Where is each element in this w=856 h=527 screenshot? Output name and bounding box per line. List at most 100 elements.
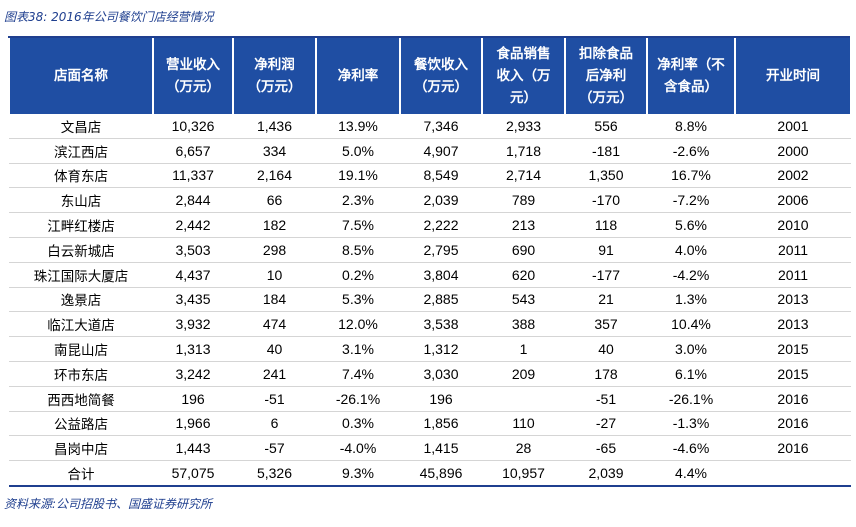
table-cell: 8.8%	[647, 114, 735, 139]
table-cell: 182	[233, 212, 316, 238]
table-cell: 1.3%	[647, 287, 735, 313]
table-row: 昌岗中店 1,443 -57 -4.0% 1,415 28 -65 -4.6% 2016	[9, 435, 851, 462]
total-row: 合计 57,075 5,326 9.3% 45,896 10,957 2,039 4.4%	[9, 460, 851, 487]
table-cell: 2,164	[233, 163, 316, 189]
table-cell: 1,443	[153, 435, 233, 462]
column-header: 净利率（不 含食品）	[646, 38, 736, 114]
table-cell: 1,856	[400, 411, 482, 437]
table-row: 环市东店 3,242 241 7.4% 3,030 209 178 6.1% 2015	[9, 361, 851, 387]
store-name-cell: 南昆山店	[9, 336, 153, 362]
table-cell: 13.9%	[316, 114, 400, 139]
table-cell: 4.4%	[647, 460, 735, 487]
table-cell: 8,549	[400, 163, 482, 189]
figure-caption: 图表38: 2016年公司餐饮门店经营情况	[4, 10, 214, 24]
table-cell: 7.5%	[316, 212, 400, 238]
table-cell: 556	[565, 114, 647, 139]
table-cell: 388	[482, 311, 565, 338]
table-row: 西西地简餐 196 -51 -26.1% 196 -51 -26.1% 2016	[9, 386, 851, 412]
table-cell: 1,415	[400, 435, 482, 462]
table-cell: 0.3%	[316, 411, 400, 437]
table-cell: 196	[153, 386, 233, 412]
table-cell: 298	[233, 237, 316, 263]
table-cell: 2,222	[400, 212, 482, 238]
column-header: 净利率	[315, 38, 401, 114]
table-cell: 110	[482, 411, 565, 437]
table-cell: 91	[565, 237, 647, 263]
table-cell: -177	[565, 262, 647, 288]
table-cell: 3,804	[400, 262, 482, 288]
table-cell: 1,313	[153, 336, 233, 362]
table-cell: 3,242	[153, 361, 233, 387]
table-cell: 3,932	[153, 311, 233, 338]
table-cell: 6,657	[153, 138, 233, 164]
table-cell: 2013	[735, 311, 851, 338]
table-cell: -65	[565, 435, 647, 462]
table-cell: 57,075	[153, 460, 233, 487]
table-cell: 2,795	[400, 237, 482, 263]
table-row: 公益路店 1,966 6 0.3% 1,856 110 -27 -1.3% 2016	[9, 411, 851, 437]
table-cell: 21	[565, 287, 647, 313]
table-cell: -51	[233, 386, 316, 412]
table-cell: 6	[233, 411, 316, 437]
table-cell: 2015	[735, 361, 851, 387]
table-cell: 2006	[735, 187, 851, 214]
store-operations-table: 店面名称 营业收入 （万元） 净利润 （万元） 净利率 餐饮收入 （万元） 食品销售 收入…	[8, 38, 852, 487]
table-cell: 5.6%	[647, 212, 735, 238]
table-cell: 10	[233, 262, 316, 288]
store-name-cell: 合计	[9, 460, 153, 487]
table-cell: 789	[482, 187, 565, 214]
store-name-cell: 临江大道店	[9, 311, 153, 338]
table-cell: 2013	[735, 287, 851, 313]
table-cell: 2010	[735, 212, 851, 238]
table-cell: 1,312	[400, 336, 482, 362]
store-name-cell: 公益路店	[9, 411, 153, 437]
table-cell: 1,966	[153, 411, 233, 437]
table-row: 南昆山店 1,313 40 3.1% 1,312 1 40 3.0% 2015	[9, 336, 851, 362]
table-cell: 209	[482, 361, 565, 387]
store-name-cell: 珠江国际大厦店	[9, 262, 153, 288]
table-cell: 474	[233, 311, 316, 338]
table-row: 白云新城店 3,503 298 8.5% 2,795 690 91 4.0% 2011	[9, 237, 851, 263]
store-name-cell: 滨江西店	[9, 138, 153, 164]
table-cell: -27	[565, 411, 647, 437]
store-name-cell: 白云新城店	[9, 237, 153, 263]
table-cell: 7,346	[400, 114, 482, 139]
table-row: 文昌店 10,326 1,436 13.9% 7,346 2,933 556 8.8% 2001	[9, 114, 851, 139]
table-cell: -4.2%	[647, 262, 735, 288]
table-cell: 241	[233, 361, 316, 387]
table-cell: 16.7%	[647, 163, 735, 189]
table-cell: 620	[482, 262, 565, 288]
store-name-cell: 逸景店	[9, 287, 153, 313]
table-cell: 10.4%	[647, 311, 735, 338]
table-cell: -7.2%	[647, 187, 735, 214]
table-cell	[482, 386, 565, 412]
table-cell: 3,538	[400, 311, 482, 338]
table-cell: -26.1%	[316, 386, 400, 412]
table-cell: -1.3%	[647, 411, 735, 437]
table-cell: 4,437	[153, 262, 233, 288]
table-cell: 2001	[735, 114, 851, 139]
table-cell: 2016	[735, 435, 851, 462]
table-cell: -26.1%	[647, 386, 735, 412]
table-header: 店面名称 营业收入 （万元） 净利润 （万元） 净利率 餐饮收入 （万元） 食品销售 收入…	[8, 38, 852, 114]
store-name-cell: 江畔红楼店	[9, 212, 153, 238]
column-header: 开业时间	[734, 38, 852, 114]
column-header: 净利润 （万元）	[232, 38, 317, 114]
column-header: 餐饮收入 （万元）	[399, 38, 483, 114]
table-cell: 9.3%	[316, 460, 400, 487]
source-note: 资料来源:公司招股书、国盛证券研究所	[4, 497, 213, 511]
column-header: 扣除食品 后净利 （万元）	[564, 38, 648, 114]
table-cell: -51	[565, 386, 647, 412]
table-cell: 28	[482, 435, 565, 462]
table-cell: 6.1%	[647, 361, 735, 387]
table-row: 滨江西店 6,657 334 5.0% 4,907 1,718 -181 -2.6% 2000	[9, 138, 851, 164]
table-cell: 40	[233, 336, 316, 362]
table-cell: 11,337	[153, 163, 233, 189]
table-body: 文昌店 10,326 1,436 13.9% 7,346 2,933 556 8.8% 2001…	[9, 114, 851, 487]
column-header: 营业收入 （万元）	[152, 38, 234, 114]
table-row: 临江大道店 3,932 474 12.0% 3,538 388 357 10.4% 2013	[9, 311, 851, 338]
table-cell: 196	[400, 386, 482, 412]
table-cell: 12.0%	[316, 311, 400, 338]
store-name-cell: 文昌店	[9, 114, 153, 139]
table-cell: 213	[482, 212, 565, 238]
